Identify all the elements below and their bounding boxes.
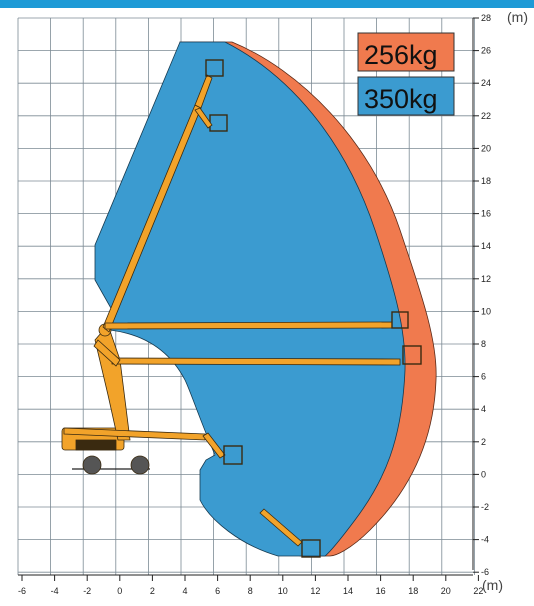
legend-label-256kg: 256kg (364, 40, 438, 70)
basket-top (205, 59, 224, 77)
jib-upper-mid (194, 107, 213, 129)
jib-top (194, 74, 213, 109)
x-axis-unit: (m) (482, 577, 503, 593)
x-axis-tick-label: -2 (83, 586, 91, 596)
legend-swatch-350kg (357, 76, 455, 116)
y-axis-tick-label: 12 (481, 274, 491, 284)
x-axis-tick-label: -4 (51, 586, 59, 596)
y-axis-tick-label: 0 (481, 469, 486, 479)
y-axis-tick-label: 22 (481, 111, 491, 121)
y-axis-tick-label: 24 (481, 78, 491, 88)
y-axis-tick-label: 4 (481, 404, 486, 414)
legend: 256kg 350kg (357, 32, 455, 116)
jib-low (202, 432, 226, 459)
legend-label-350kg: 350kg (364, 84, 438, 114)
x-axis-tick-label: 12 (310, 586, 320, 596)
x-axis-tick-label: 16 (376, 586, 386, 596)
y-axis-tick-label: 10 (481, 306, 491, 316)
basket-mid-right (402, 345, 422, 365)
y-axis-tick-label: 16 (481, 209, 491, 219)
x-axis-tick-label: 2 (150, 586, 155, 596)
y-axis-tick-label: 6 (481, 372, 486, 382)
x-axis-tick-label: 4 (182, 586, 187, 596)
boom-illustration (61, 59, 422, 558)
y-axis-tick-label: 8 (481, 339, 486, 349)
boom-horizontal-mid (111, 357, 401, 366)
basket-low (223, 445, 243, 465)
x-axis-tick-labels: -6 -4 -2 0 2 4 6 8 10 12 14 16 18 20 22 (18, 575, 483, 596)
x-axis-tick-label: 0 (117, 586, 122, 596)
riser-mid (93, 339, 121, 367)
x-axis-tick-label: 8 (248, 586, 253, 596)
x-axis-tick-label: 20 (441, 586, 451, 596)
boom-low (63, 427, 206, 441)
y-axis-tick-label: 26 (481, 46, 491, 56)
wheel-rear (82, 455, 102, 475)
x-axis-tick-label: 6 (215, 586, 220, 596)
axis-frame (18, 18, 474, 576)
y-axis-tick-label: 28 (481, 13, 491, 23)
boom-horizontal-high (104, 321, 393, 330)
chassis-counterweight (75, 439, 117, 451)
y-axis-tick-label: -6 (481, 567, 489, 577)
x-axis-tick-label: 18 (408, 586, 418, 596)
legend-swatch-256kg (357, 32, 455, 72)
x-axis-tick-label: 10 (278, 586, 288, 596)
y-axis-tick-label: 18 (481, 176, 491, 186)
x-axis-tick-label: 14 (343, 586, 353, 596)
y-axis-tick-label: 2 (481, 437, 486, 447)
y-axis-tick-label: -4 (481, 535, 489, 545)
x-axis-tick-label: 22 (473, 586, 483, 596)
y-axis-unit: (m) (507, 9, 528, 25)
header-accent-bar (0, 0, 534, 8)
y-axis-tick-label: 14 (481, 241, 491, 251)
y-axis-tick-label: 20 (481, 143, 491, 153)
y-axis-tick-label: -2 (481, 502, 489, 512)
basket-high-right (391, 311, 409, 329)
wheel-front (130, 455, 150, 475)
x-axis-tick-label: -6 (18, 586, 26, 596)
basket-below-grade (301, 539, 321, 558)
envelope-350kg (94, 41, 406, 557)
